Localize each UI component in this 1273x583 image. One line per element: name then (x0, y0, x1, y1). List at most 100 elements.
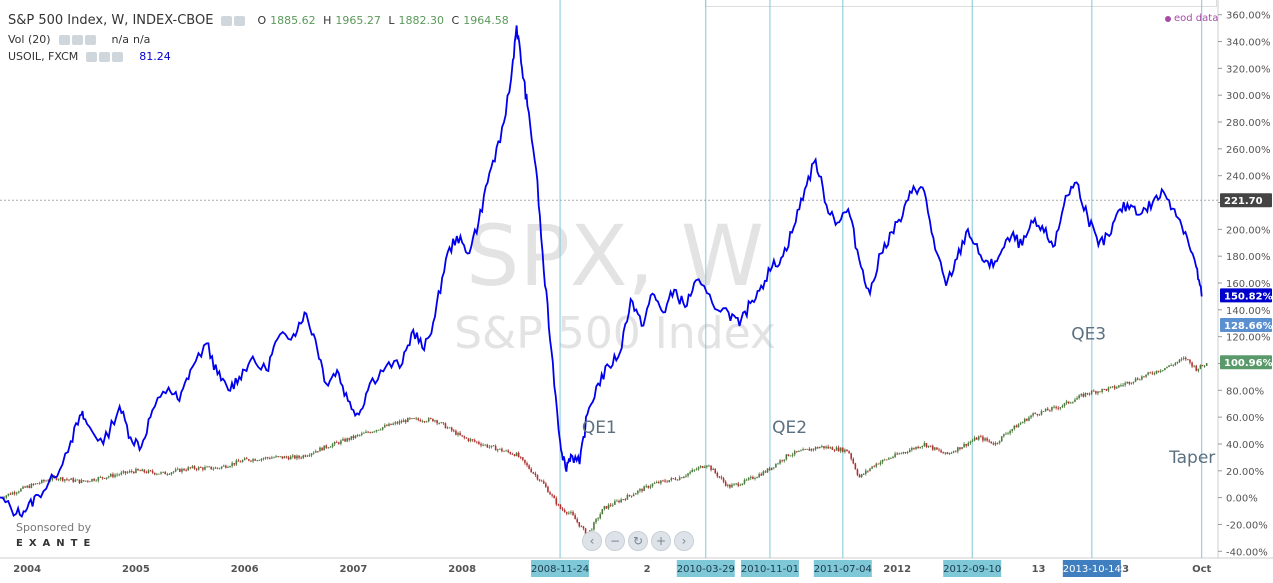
volume-value-1: n/a (111, 33, 129, 46)
zoom-in-button[interactable]: + (651, 531, 671, 551)
y-tick-label: 300.00% (1226, 91, 1271, 102)
spx-candle-body (227, 467, 229, 468)
spx-candle-body (1011, 428, 1014, 431)
spx-candle-body (193, 466, 196, 469)
spx-candle-body (191, 466, 194, 468)
spx-candle-body (687, 473, 689, 476)
spx-candle-body (1184, 357, 1187, 360)
oil-legend[interactable]: USOIL, FXCM 81.24 (8, 50, 171, 63)
oil-buttons[interactable] (86, 51, 124, 62)
spx-candle-body (827, 446, 829, 449)
spx-candle-body (114, 474, 116, 477)
reset-button[interactable]: ↻ (628, 531, 648, 551)
volume-legend[interactable]: Vol (20) n/a n/a (8, 33, 150, 46)
eye-icon[interactable] (58, 34, 70, 45)
eye-icon[interactable] (221, 15, 233, 26)
x-tick-label: 2008 (448, 564, 476, 575)
annotation-label: Taper (1168, 448, 1215, 468)
settings-icon[interactable] (99, 51, 111, 62)
spx-candle-body (741, 483, 744, 485)
spx-candle-body (871, 466, 873, 469)
close-icon[interactable] (112, 51, 124, 62)
open-label: O (257, 14, 267, 27)
x-tick-label: 2005 (122, 564, 150, 575)
spx-candle-body (572, 511, 574, 516)
spx-candle-body (36, 483, 39, 485)
spx-candle-body (1028, 417, 1030, 421)
volume-buttons[interactable] (58, 34, 96, 45)
x-tick-label: Oct (1192, 564, 1211, 575)
spx-candle-body (164, 471, 167, 475)
spx-candle-body (796, 451, 798, 452)
eye-icon[interactable] (86, 51, 98, 62)
scroll-right-button[interactable]: › (674, 531, 694, 551)
spx-candle-body (413, 418, 415, 419)
spx-candle-body (1151, 372, 1154, 374)
spx-candle-body (133, 471, 135, 474)
settings-icon[interactable] (71, 34, 83, 45)
spx-candle-body (1061, 405, 1064, 408)
spx-candle-body (93, 478, 95, 481)
spx-candle-body (772, 467, 775, 469)
spx-candle-body (528, 465, 530, 469)
spx-candle-body (712, 468, 714, 470)
spx-candle-body (1040, 411, 1043, 415)
spx-candle-body (1055, 406, 1057, 408)
sponsor-brand[interactable]: EXANTE (16, 538, 97, 549)
scroll-left-button[interactable]: ‹ (582, 531, 602, 551)
settings-icon[interactable] (234, 15, 246, 26)
spx-candle-body (965, 443, 968, 446)
spx-candle-body (396, 422, 399, 424)
spx-candle-body (779, 460, 781, 464)
spx-candle-body (275, 456, 277, 458)
spx-candle-body (1013, 425, 1016, 429)
spx-candle-body (135, 468, 137, 474)
spx-candle-body (373, 431, 376, 433)
spx-candle-body (266, 457, 269, 459)
spx-candle-body (404, 420, 407, 423)
spx-candle-body (655, 482, 658, 484)
spx-candle-body (593, 522, 595, 530)
eod-data-indicator: eod data (1165, 13, 1218, 24)
spx-candle-body (126, 472, 129, 474)
close-icon[interactable] (84, 34, 96, 45)
spx-candle-body (678, 477, 681, 480)
spx-candle-body (260, 458, 263, 461)
spx-candle-body (434, 420, 436, 422)
spx-candle-body (758, 474, 760, 478)
spx-candle-body (831, 447, 834, 450)
spx-candle-body (833, 449, 836, 451)
y-tick-label: 280.00% (1226, 118, 1271, 129)
spx-candle-body (885, 459, 888, 461)
x-tick-label: 2 (644, 564, 651, 575)
spx-candle-body (84, 480, 87, 482)
spx-candle-body (218, 468, 221, 470)
zoom-out-button[interactable]: − (605, 531, 625, 551)
spx-candle-body (34, 483, 37, 485)
spx-candle-body (969, 441, 972, 443)
spx-candle-body (739, 484, 742, 486)
chart-navigation[interactable]: ‹ − ↻ + › (582, 531, 694, 551)
event-date-box (740, 560, 799, 577)
spx-candle-body (179, 468, 181, 472)
spx-candle-body (931, 445, 934, 450)
spx-candle-body (465, 437, 468, 439)
y-tick-label: 40.00% (1226, 440, 1264, 451)
spx-candle-body (825, 446, 827, 449)
spx-candle-body (689, 471, 691, 474)
spx-candle-body (492, 445, 495, 447)
spx-candle-body (225, 465, 227, 468)
spx-candle-body (578, 522, 581, 527)
spx-candle-body (74, 479, 77, 482)
spx-candle-body (239, 461, 242, 463)
x-tick-label: 2006 (231, 564, 259, 575)
spx-candle-body (220, 466, 223, 469)
spx-candle-body (507, 450, 509, 453)
spx-candle-body (1132, 381, 1135, 383)
spx-candle-body (875, 463, 878, 467)
spx-candle-body (954, 451, 957, 453)
main-series-buttons[interactable] (221, 15, 246, 26)
spx-candle-body (869, 468, 871, 471)
